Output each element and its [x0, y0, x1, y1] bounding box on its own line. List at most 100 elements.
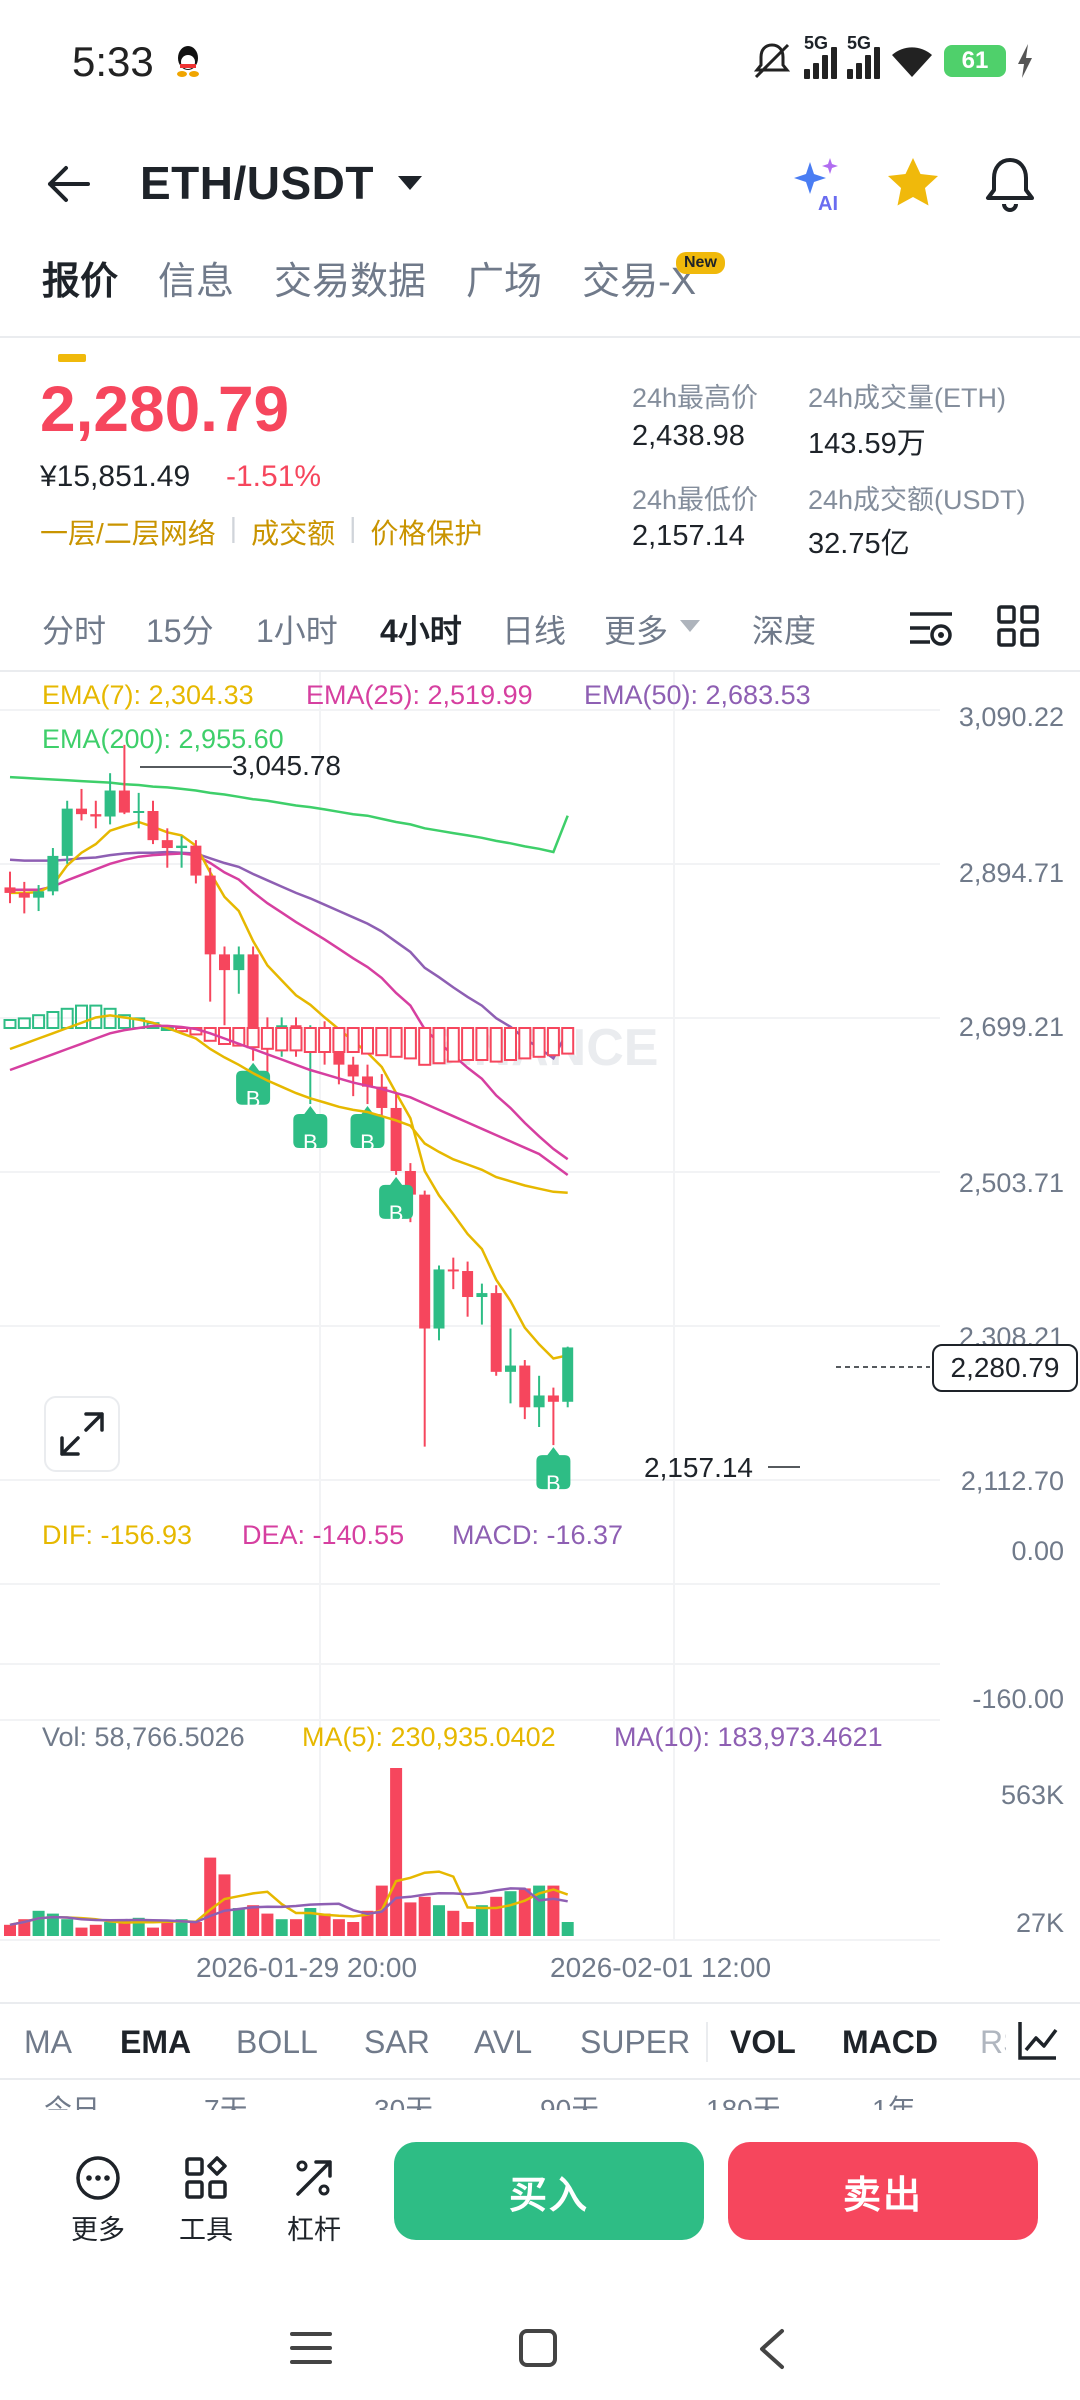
buy-marker-label: B [546, 1471, 561, 1496]
stat-volume-label: 24h成交量(ETH) [808, 383, 1007, 413]
macd-bar [504, 1027, 517, 1061]
period-1y[interactable]: 1年 [872, 2094, 916, 2110]
chevron-down-icon[interactable] [680, 620, 700, 632]
volume-bar [75, 1927, 88, 1936]
link-turnover[interactable]: 成交额 [251, 518, 336, 549]
macd-bar [403, 1027, 417, 1060]
candle-body [104, 790, 116, 817]
chart-type-icon[interactable] [1016, 2018, 1060, 2062]
ma5-label: MA(5): 230,935.0402 [302, 1722, 556, 1752]
bell-icon[interactable] [982, 154, 1038, 214]
more-label: 更多 [71, 2215, 125, 2245]
link-layer-network[interactable]: 一层/二层网络 [40, 518, 216, 549]
candle-body [147, 810, 159, 841]
menu-icon[interactable] [290, 2330, 332, 2366]
candle-body [61, 808, 73, 856]
volume-bar [232, 1908, 245, 1936]
buy-marker-label: B [246, 1087, 261, 1112]
tf-line[interactable]: 分时 [42, 613, 107, 649]
volume-bar [304, 1908, 317, 1936]
link-price-protection[interactable]: 价格保护 [370, 518, 483, 549]
tab-quote[interactable]: 报价 [42, 250, 118, 362]
candle-body [419, 1194, 431, 1329]
more-button[interactable]: 更多 [62, 2154, 134, 2247]
tf-1h[interactable]: 1小时 [256, 613, 338, 649]
volume-bar [61, 1919, 74, 1936]
back-arrow-icon[interactable] [44, 162, 92, 206]
volume-bar [390, 1768, 403, 1936]
indicator-ema[interactable]: EMA [120, 2024, 192, 2060]
indicator-avl[interactable]: AVL [474, 2024, 533, 2060]
ema-lines [9, 775, 569, 1360]
sell-button[interactable]: 卖出 [728, 2142, 1038, 2240]
indicator-super[interactable]: SUPER [580, 2024, 691, 2060]
tf-more[interactable]: 更多 [604, 613, 669, 649]
volume-bar [475, 1905, 488, 1936]
leverage-button[interactable]: 杠杆 [278, 2154, 350, 2247]
period-today[interactable]: 今日 [44, 2094, 101, 2110]
tab-square[interactable]: 广场 [466, 261, 543, 303]
candle-body [18, 892, 30, 898]
candle-body [404, 1170, 416, 1195]
macd-bar [518, 1027, 532, 1060]
indicator-macd[interactable]: MACD [842, 2024, 938, 2060]
dea-label: DEA: -140.55 [242, 1520, 405, 1550]
fullscreen-button[interactable] [44, 1396, 120, 1472]
macd-bar [17, 1017, 31, 1030]
volume-bar [447, 1910, 460, 1936]
tab-info[interactable]: 信息 [158, 261, 235, 303]
home-icon[interactable] [518, 2328, 558, 2368]
macd-axis-label: -160.00 [972, 1684, 1064, 1714]
tools-button[interactable]: 工具 [170, 2154, 242, 2247]
leverage-icon [296, 2160, 332, 2196]
candle-body [161, 840, 173, 849]
tf-15m[interactable]: 15分 [146, 613, 214, 649]
divider: | [349, 512, 357, 543]
tf-depth[interactable]: 深度 [752, 613, 817, 649]
favorite-star-icon[interactable] [884, 154, 942, 212]
indicator-vol[interactable]: VOL [730, 2024, 796, 2060]
macd-bar [117, 1014, 131, 1030]
back-nav-icon[interactable] [756, 2328, 786, 2370]
indicator-rsi[interactable]: RSI [980, 2024, 1006, 2060]
chart-settings-icon[interactable] [908, 606, 954, 650]
candle-body [447, 1269, 459, 1272]
chevron-down-icon[interactable] [398, 176, 422, 190]
tab-trading-data[interactable]: 交易数据 [274, 261, 427, 303]
indicator-ma[interactable]: MA [24, 2024, 72, 2060]
period-30d[interactable]: 30天 [374, 2094, 434, 2110]
period-7d[interactable]: 7天 [204, 2094, 248, 2110]
stat-low-value: 2,157.14 [632, 520, 745, 552]
candle-body [33, 891, 45, 898]
ema50-line [9, 850, 569, 1061]
tf-4h[interactable]: 4小时 [380, 613, 462, 649]
ema7-line [10, 820, 568, 1360]
volume-bar [361, 1910, 374, 1936]
high-price-label: 3,045.78 [232, 750, 341, 781]
macd-bar [75, 1004, 88, 1029]
indicator-boll[interactable]: BOLL [236, 2024, 318, 2060]
status-time: 5:33 [72, 38, 154, 85]
date-label: 2026-02-01 12:00 [550, 1952, 772, 1983]
volume-bar [332, 1919, 345, 1936]
pair-selector[interactable]: ETH/USDT [140, 157, 374, 209]
buy-button[interactable]: 买入 [394, 2142, 704, 2240]
vol-label: Vol: 58,766.5026 [42, 1722, 245, 1752]
ai-sparkle-icon[interactable]: AI [790, 156, 850, 216]
candle-body [505, 1365, 516, 1372]
period-90d[interactable]: 90天 [540, 2094, 600, 2110]
grid-layout-icon[interactable] [996, 604, 1040, 648]
candle-body [118, 790, 130, 813]
period-180d[interactable]: 180天 [706, 2094, 781, 2110]
tf-1d[interactable]: 日线 [502, 613, 567, 649]
stat-high-value: 2,438.98 [632, 420, 745, 452]
volume-bar [347, 1922, 360, 1936]
indicator-sar[interactable]: SAR [364, 2024, 430, 2060]
volume-bar [433, 1905, 445, 1936]
tools-icon [185, 2156, 227, 2199]
volume-bar [490, 1896, 503, 1936]
vol-axis-label: 27K [1015, 1908, 1064, 1938]
expand-icon [60, 1412, 104, 1456]
macd-pane [3, 1004, 575, 1195]
